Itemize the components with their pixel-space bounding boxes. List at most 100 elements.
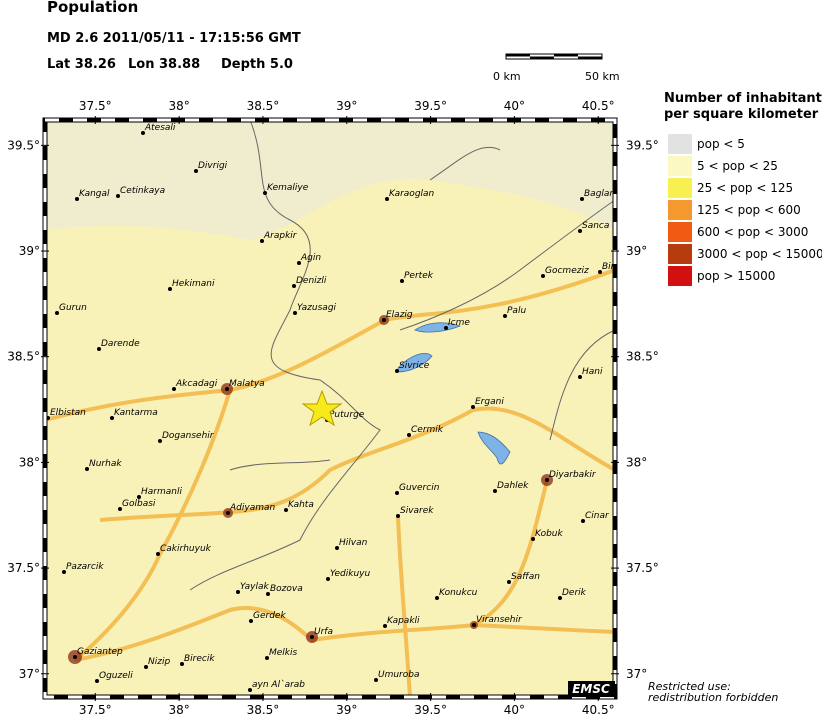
city-label: Karaoglan (389, 189, 435, 199)
cities: Atesali Divrigi Kangal Cetinkaya Kemaliye Kar… (46, 123, 617, 692)
city-label: Kemaliye (267, 183, 309, 193)
city-dot (172, 387, 176, 391)
city-label: ayn Al`arab (252, 679, 305, 690)
legend-swatch (668, 134, 692, 154)
city-label: Icme (448, 318, 470, 328)
city-dot (598, 270, 602, 274)
city-dot (292, 284, 296, 288)
x-tick-label: 38.5° (247, 703, 280, 717)
x-tick-label: 38° (168, 99, 189, 113)
city-dot (141, 131, 145, 135)
city-label: Urfa (314, 627, 333, 637)
city-dot (226, 511, 230, 515)
city-dot (297, 261, 301, 265)
x-tick-label: 38° (168, 703, 189, 717)
lon: Lon 38.88 (128, 57, 200, 72)
city-label: Adiyaman (229, 503, 275, 513)
y-tick-label: 38.5° (626, 350, 659, 364)
city-dot (578, 229, 582, 233)
city-label: Cakirhuyuk (160, 544, 212, 554)
city-label: Akcadagi (175, 379, 218, 389)
legend-swatch (668, 244, 692, 264)
city-dot (383, 624, 387, 628)
x-tick-label: 38.5° (247, 99, 280, 113)
city-dot (541, 274, 545, 278)
city-label: Hekimani (172, 279, 215, 289)
legend-label: 5 < pop < 25 (697, 159, 778, 173)
city-label: Kahta (288, 500, 314, 510)
city-label: Oguzeli (99, 671, 133, 681)
y-tick-label: 39° (19, 244, 40, 258)
x-tick-label: 40.5° (582, 99, 615, 113)
legend: pop < 5 5 < pop < 25 25 < pop < 125 125 < p… (668, 134, 822, 286)
city-label: Harmanli (141, 487, 182, 497)
city-label: Umuroba (378, 670, 420, 680)
city-dot (531, 537, 535, 541)
city-dot (581, 519, 585, 523)
city-dot (471, 405, 475, 409)
city-dot (158, 439, 162, 443)
depth: Depth 5.0 (221, 57, 293, 72)
legend-swatch (668, 266, 692, 286)
city-dot (248, 688, 252, 692)
x-tick-label: 40° (504, 99, 525, 113)
city-dot (168, 287, 172, 291)
x-tick-label: 39.5° (414, 703, 447, 717)
city-dot (503, 314, 507, 318)
city-dot (55, 311, 59, 315)
axis-ticks: 37.5° 37.5° 38° 38° 38.5° 38.5° 39° 39° 39.5° 39.… (7, 99, 658, 717)
city-dot (382, 318, 386, 322)
city-dot (263, 191, 267, 195)
city-dot (73, 655, 77, 659)
city-label: Diyarbakir (549, 470, 597, 480)
x-tick-label: 40.5° (582, 703, 615, 717)
city-label: Ergani (475, 397, 504, 407)
footer-note: Restricted use: (648, 680, 731, 693)
city-dot (118, 507, 122, 511)
legend-label: 25 < pop < 125 (697, 181, 793, 195)
city-label: Atesali (144, 123, 176, 133)
city-label: Kapakli (387, 616, 420, 626)
city-dot (374, 678, 378, 682)
legend-label: 3000 < pop < 15000 (697, 247, 822, 261)
city-label: Baglar (584, 189, 614, 199)
city-label: Sanca (582, 221, 609, 231)
city-dot (97, 347, 101, 351)
city-label: Yedikuyu (330, 569, 371, 579)
city-dot (62, 570, 66, 574)
y-tick-label: 39.5° (626, 138, 659, 152)
footer-note: redistribution forbidden (648, 691, 778, 704)
city-dot (545, 478, 549, 482)
city-dot (284, 508, 288, 512)
city-label: Cermik (411, 425, 444, 435)
city-label: Malatya (229, 379, 265, 389)
legend-label: pop > 15000 (697, 269, 775, 283)
scale-end: 50 km (585, 70, 620, 83)
city-dot (580, 197, 584, 201)
y-tick-label: 39.5° (7, 138, 40, 152)
city-dot (110, 416, 114, 420)
legend-swatch (668, 222, 692, 242)
x-tick-label: 37.5° (79, 99, 112, 113)
legend-swatch (668, 156, 692, 176)
city-dot (260, 239, 264, 243)
city-label: Gaziantep (77, 647, 123, 657)
city-dot (75, 197, 79, 201)
y-tick-label: 38° (626, 455, 647, 469)
city-label: Pazarcik (66, 562, 104, 572)
x-tick-label: 40° (504, 703, 525, 717)
city-dot (95, 679, 99, 683)
x-tick-label: 37.5° (79, 703, 112, 717)
y-tick-label: 37° (19, 667, 40, 681)
city-label: Dahlek (497, 481, 529, 491)
city-label: Golbasi (122, 499, 156, 509)
city-dot (194, 169, 198, 173)
city-dot (407, 433, 411, 437)
city-dot (116, 194, 120, 198)
city-label: Kangal (79, 189, 110, 199)
y-tick-label: 37.5° (626, 561, 659, 575)
city-dot (396, 514, 400, 518)
city-dot (507, 580, 511, 584)
epicenter (301, 389, 343, 427)
